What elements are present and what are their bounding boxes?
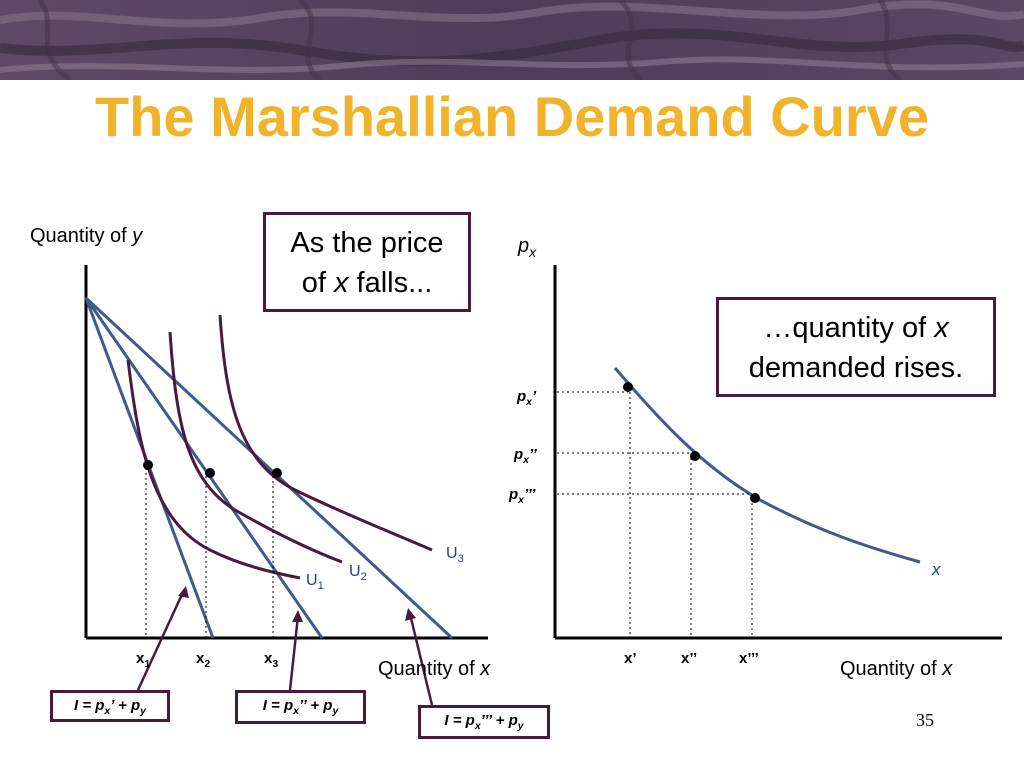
left-x-axis-label: Quantity of x [378, 658, 491, 680]
curve-label-u3: U3 [446, 545, 464, 566]
right-y-axis-label: px [518, 235, 537, 260]
tangency-point-2 [205, 468, 215, 478]
demand-point-1 [623, 382, 633, 392]
quantity-label-2: x’’ [681, 650, 698, 667]
budget-line-3 [84, 296, 454, 640]
price-label-2: px’’ [514, 446, 537, 466]
budget-label-2: I = px’’ + py [235, 690, 366, 724]
quantity-rises-callout: …quantity of x demanded rises. [716, 297, 996, 397]
tick-x3: x3 [264, 650, 279, 670]
curve-label-u2: U2 [349, 563, 367, 584]
price-falls-callout: As the price of x falls... [263, 212, 471, 312]
slide-title: The Marshallian Demand Curve [94, 85, 929, 148]
header-banner [0, 0, 1024, 80]
tick-x2: x2 [196, 650, 211, 670]
right-x-axis-label: Quantity of x [840, 658, 953, 680]
tick-x1: x1 [136, 650, 151, 670]
demand-point-3 [750, 493, 760, 503]
tangency-point-3 [272, 468, 282, 478]
budget-line-2 [84, 297, 324, 639]
quantity-label-1: x’ [624, 650, 637, 667]
page-number: 35 [916, 710, 934, 730]
price-label-1: px’ [517, 388, 537, 408]
indifference-curve-u3 [218, 314, 433, 552]
tangency-point-1 [143, 460, 153, 470]
demand-curve [613, 367, 921, 564]
demand-curve-label: x [932, 560, 941, 579]
price-label-3: px’’’ [509, 486, 536, 506]
demand-point-2 [690, 451, 700, 461]
indifference-curve-u2 [168, 331, 343, 564]
quantity-label-3: x’’’ [739, 650, 759, 667]
budget-label-3: I = px’’’ + py [418, 705, 550, 739]
curve-label-u1: U1 [306, 572, 324, 593]
left-y-axis-label: Quantity of y [30, 225, 143, 247]
budget-label-1: I = px’ + py [50, 690, 170, 722]
indifference-curve-u1 [126, 359, 301, 580]
